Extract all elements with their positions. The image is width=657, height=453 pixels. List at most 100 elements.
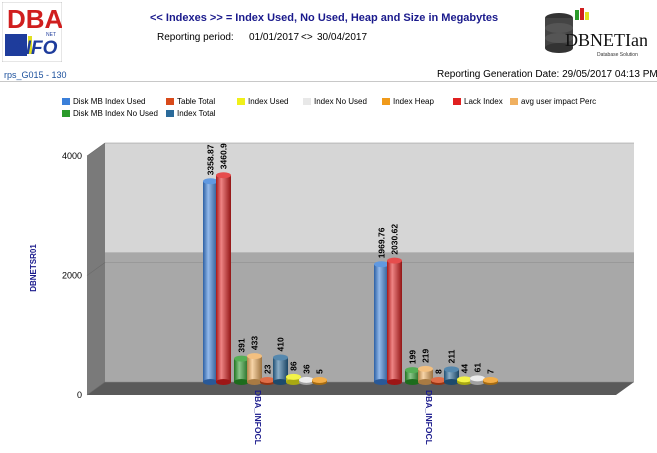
bar-body xyxy=(247,356,262,382)
data-label: 3358.87 xyxy=(206,144,216,175)
bar-body xyxy=(405,370,420,382)
bar-base xyxy=(273,379,288,385)
bar xyxy=(312,377,327,385)
report-id: rps_G015 - 130 xyxy=(4,70,67,80)
legend-label: Index Used xyxy=(248,97,288,106)
bar-top xyxy=(312,377,327,383)
x-category-label: DBA_INFOCL xyxy=(424,390,434,445)
gridline-side xyxy=(86,262,106,276)
legend-label: avg user impact Perc xyxy=(521,97,596,106)
bar-top xyxy=(203,178,218,185)
legend-label: Disk MB Index No Used xyxy=(73,109,158,118)
legend-swatch xyxy=(382,98,390,105)
data-label: 433 xyxy=(250,336,260,350)
bar xyxy=(203,178,218,385)
logo-left-badge: NET xyxy=(46,32,56,38)
bar xyxy=(260,377,275,385)
bar xyxy=(299,376,314,385)
data-label: 5 xyxy=(315,369,325,374)
bar-top xyxy=(405,367,420,374)
legend-item: Disk MB Index Used xyxy=(62,97,145,106)
data-label: 391 xyxy=(237,338,247,352)
bar-body xyxy=(387,260,402,382)
data-label: 36 xyxy=(302,364,312,374)
legend-label: Index Total xyxy=(177,109,216,118)
bar-base xyxy=(374,379,389,385)
data-label: 1969.76 xyxy=(377,227,387,258)
bar-base xyxy=(216,379,231,385)
bar-top xyxy=(260,377,275,383)
bar-top xyxy=(431,377,446,383)
bar-base xyxy=(234,379,249,385)
data-label: 7 xyxy=(486,369,496,374)
legend-label: Index No Used xyxy=(314,97,367,106)
legend-swatch xyxy=(453,98,461,105)
bar-body xyxy=(418,368,433,382)
bar xyxy=(286,373,301,385)
bar-top xyxy=(418,365,433,372)
data-label: 8 xyxy=(434,369,444,374)
logo-right-sub: Database Solution xyxy=(597,52,638,58)
legend-swatch xyxy=(166,110,174,117)
legend-swatch xyxy=(237,98,245,105)
data-label: 23 xyxy=(263,364,273,374)
legend-label: Index Heap xyxy=(393,97,434,106)
legend-item: Disk MB Index No Used xyxy=(62,109,158,118)
bar-top xyxy=(374,261,389,268)
plot-area xyxy=(86,142,634,396)
bar-base xyxy=(286,379,301,385)
bar xyxy=(444,366,459,385)
bar-base xyxy=(444,379,459,385)
bar-top xyxy=(483,377,498,383)
legend-item: Table Total xyxy=(166,97,215,106)
back-wall-lower xyxy=(105,252,634,382)
legend-label: Table Total xyxy=(177,97,215,106)
bar-body xyxy=(273,357,288,382)
header-divider xyxy=(0,81,657,82)
bar-top xyxy=(234,355,249,362)
data-label: 2030.62 xyxy=(390,224,400,255)
period-separator: <> xyxy=(301,32,313,43)
gridline-side xyxy=(86,142,106,157)
bar xyxy=(234,355,249,385)
data-label: 44 xyxy=(460,364,470,374)
legend-swatch xyxy=(62,110,70,117)
logo-right-text: DBNETIan xyxy=(565,30,647,50)
legend-swatch xyxy=(510,98,518,105)
y-tick-label: 2000 xyxy=(62,271,82,281)
bar xyxy=(405,367,420,385)
bar-base xyxy=(405,379,420,385)
bar xyxy=(273,354,288,385)
legend-label: Disk MB Index Used xyxy=(73,97,145,106)
bar xyxy=(418,365,433,385)
bar xyxy=(247,353,262,385)
legend-item: avg user impact Perc xyxy=(510,97,596,106)
legend-swatch xyxy=(303,98,311,105)
bar-base xyxy=(203,379,218,385)
legend-item: Index No Used xyxy=(303,97,367,106)
page-title: << Indexes >> = Index Used, No Used, Hea… xyxy=(150,12,499,24)
bar-base xyxy=(247,379,262,385)
legend-item: Index Heap xyxy=(382,97,434,106)
bar-top xyxy=(286,373,301,380)
bar-base xyxy=(418,379,433,385)
period-label: Reporting period: xyxy=(157,32,234,43)
bar xyxy=(483,377,498,385)
data-label: 86 xyxy=(289,361,299,371)
logo-left-sub: INFO xyxy=(12,38,58,59)
bar-top xyxy=(387,257,402,264)
data-label: 211 xyxy=(447,349,457,363)
logo-left-text: DBA xyxy=(7,4,62,34)
data-label: 199 xyxy=(408,350,418,364)
y-axis-label: DBNETSR01 xyxy=(29,244,38,292)
bar xyxy=(216,172,231,385)
x-category-label: DBA_INFOCL xyxy=(253,390,263,445)
data-label: 410 xyxy=(276,337,286,351)
legend-item: Lack Index xyxy=(453,97,503,106)
bar-base xyxy=(387,379,402,385)
bar-body xyxy=(203,181,218,382)
bar xyxy=(470,375,485,385)
data-label: 61 xyxy=(473,363,483,373)
bar-body xyxy=(374,264,389,382)
